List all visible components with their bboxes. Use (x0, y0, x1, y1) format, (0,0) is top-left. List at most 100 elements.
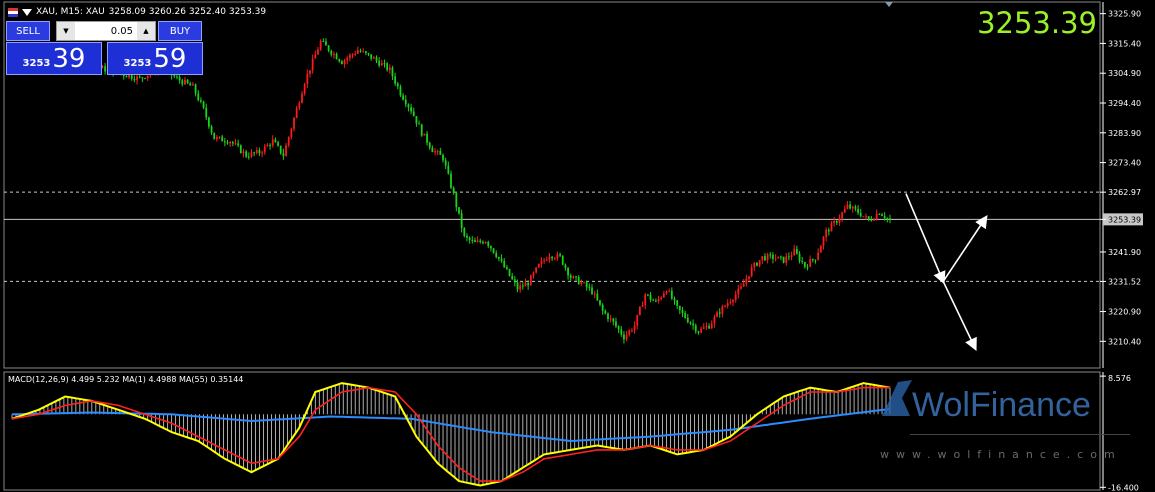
candle-body (644, 294, 647, 306)
candle-body (551, 256, 554, 259)
candle-body (529, 275, 532, 286)
candle-body (713, 316, 716, 324)
current-price-tag (1103, 213, 1143, 226)
candle-body (497, 257, 500, 259)
candle-body (521, 285, 524, 287)
price-chart[interactable]: 3325.90 3315.40 3304.90 3294.40 3283.90 3273.… (0, 0, 1155, 370)
candle-body (335, 53, 338, 60)
chevron-down-icon[interactable] (22, 8, 32, 16)
candle-body (639, 306, 641, 315)
candle-body (282, 153, 285, 157)
candle-body (362, 51, 365, 53)
candle-body (184, 79, 186, 85)
candle-body (774, 258, 777, 260)
candle-body (883, 216, 886, 219)
price-tick-label: 3315.40 (1108, 39, 1141, 48)
candle-body (846, 204, 849, 209)
candle-body (176, 76, 178, 78)
lot-increase-icon[interactable]: ▲ (137, 22, 155, 40)
candle-body (311, 58, 314, 71)
candle-body (692, 323, 695, 326)
candle-body (814, 259, 817, 261)
candle-body (295, 108, 298, 118)
candle-body (364, 51, 367, 54)
candle-body (782, 256, 785, 263)
candle-body (801, 260, 804, 263)
candle-body (830, 223, 833, 232)
sell-button[interactable]: SELL (6, 21, 50, 41)
candle-body (787, 256, 790, 258)
candle-body (434, 151, 436, 153)
candle-body (410, 107, 412, 112)
candle-body (128, 74, 130, 78)
candle-body (686, 317, 689, 323)
candle-body (790, 255, 793, 257)
candle-body (213, 132, 216, 140)
candle-body (843, 208, 846, 213)
candle-body (766, 254, 769, 261)
candle-body (266, 144, 269, 147)
price-tick-label: 3304.90 (1108, 69, 1141, 78)
candle-body (865, 216, 867, 218)
candle-body (798, 253, 801, 261)
candle-body (633, 325, 636, 331)
candle-body (237, 143, 240, 146)
candle-body (242, 151, 245, 154)
candle-body (673, 298, 676, 301)
candle-body (700, 328, 702, 333)
macd-indicator-label: MACD(12,26,9) 4.499 5.232 MA(1) 4.4988 M… (8, 375, 243, 384)
macd-chart[interactable]: MACD(12,26,9) 4.499 5.232 MA(1) 4.4988 M… (0, 370, 1155, 492)
ask-big: 59 (153, 44, 187, 74)
candle-body (468, 237, 471, 240)
bid-quote[interactable]: 3253 39 (6, 42, 102, 75)
macd-tick-label: 8.576 (1108, 374, 1131, 383)
candle-body (660, 297, 663, 299)
candle-body (356, 50, 359, 54)
candle-body (386, 63, 389, 70)
macd-line (11, 382, 891, 487)
candle-body (279, 145, 282, 154)
candle-body (144, 78, 146, 80)
candle-body (535, 267, 538, 273)
candle-body (649, 294, 652, 300)
lot-value[interactable]: 0.05 (110, 25, 133, 37)
candle-body (849, 204, 851, 209)
candle-body (503, 260, 506, 268)
price-tick-label: 3241.90 (1108, 248, 1141, 257)
candle-body (646, 294, 649, 296)
candle-body (623, 334, 625, 340)
forecast-arrow (942, 214, 988, 282)
candle-body (662, 293, 665, 298)
candle-body (806, 266, 809, 268)
candle-body (431, 147, 434, 153)
candle-body (617, 326, 620, 330)
macd-signal-line (11, 386, 890, 482)
candle-body (657, 298, 660, 302)
candle-body (341, 61, 343, 64)
macd-plot-frame (3, 371, 1101, 491)
candle-body (348, 54, 351, 59)
lot-decrease-icon[interactable]: ▼ (57, 22, 75, 40)
candle-body (886, 218, 889, 220)
candle-body (471, 239, 474, 241)
candle-body (290, 128, 293, 138)
lot-size-field[interactable]: ▼ 0.05 ▲ (56, 21, 156, 41)
candle-body (399, 86, 402, 96)
candle-body (303, 84, 306, 94)
symbol-line: XAU, M15: XAU (36, 7, 105, 17)
candle-body (207, 117, 210, 127)
candle-body (724, 305, 726, 307)
price-tick-label: 3283.90 (1108, 129, 1141, 138)
buy-button[interactable]: BUY (158, 21, 202, 41)
candle-body (479, 240, 482, 242)
price-tick-label: 3294.40 (1108, 99, 1141, 108)
ask-quote[interactable]: 3253 59 (107, 42, 203, 75)
candle-body (580, 282, 583, 285)
candle-body (378, 60, 381, 66)
candle-body (269, 144, 271, 146)
candle-body (205, 107, 208, 118)
candle-body (524, 283, 527, 287)
candle-body (854, 206, 857, 209)
candle-body (833, 221, 836, 224)
